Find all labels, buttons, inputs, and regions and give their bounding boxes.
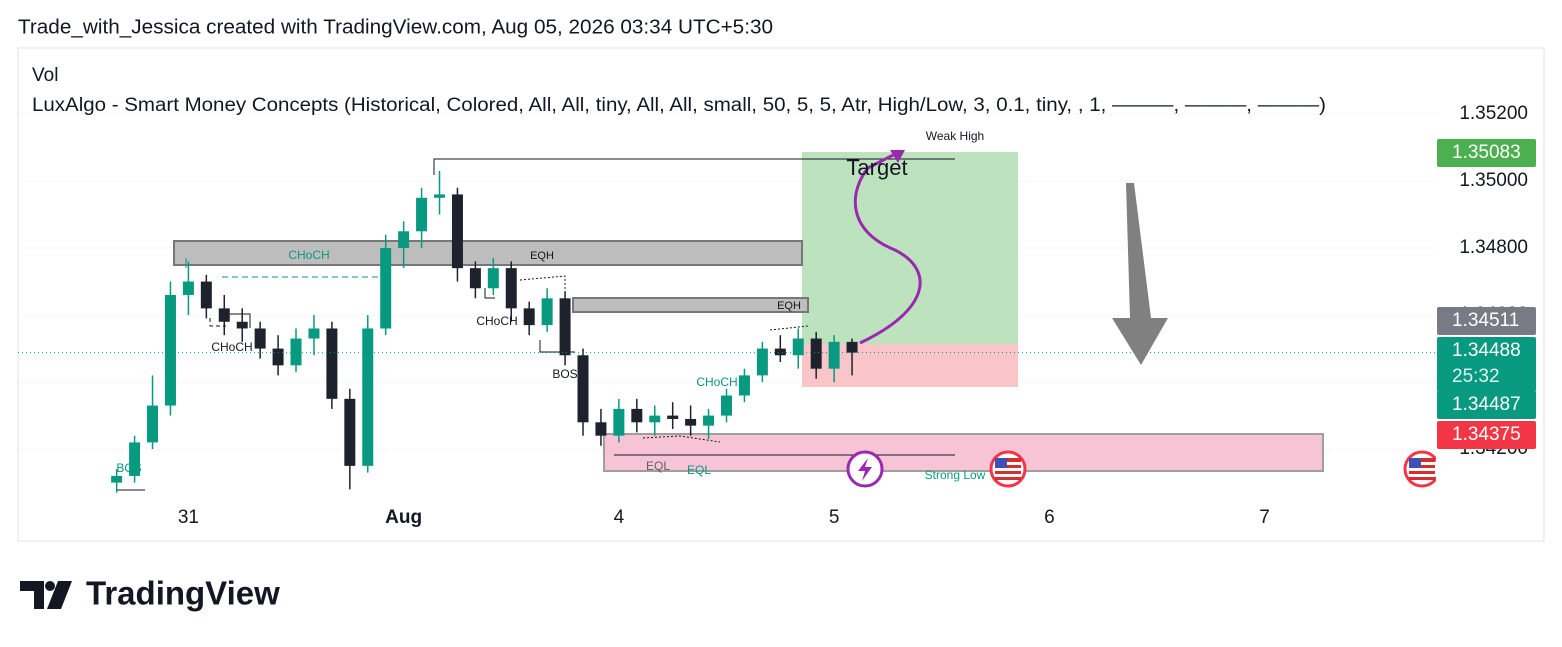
- down-arrow: [1112, 183, 1168, 365]
- candle-body: [398, 231, 410, 249]
- candle-body: [577, 355, 589, 423]
- candle-body: [451, 194, 463, 269]
- candle-body: [738, 375, 750, 396]
- us-flag-icon: [989, 450, 1027, 488]
- candle-body: [703, 415, 715, 426]
- footer-text: TradingView: [86, 575, 280, 612]
- countdown: 25:32: [1452, 366, 1500, 387]
- x-tick-label: 4: [614, 507, 625, 528]
- candle-body: [631, 408, 643, 423]
- candle-body: [541, 298, 553, 326]
- price-tag-label: 1.34488: [1452, 340, 1521, 361]
- candle-body: [613, 408, 625, 436]
- candle-body: [182, 281, 194, 295]
- candle-body: [164, 294, 176, 406]
- annotation: Strong Low: [925, 468, 986, 482]
- annotation: CHoCH: [696, 375, 737, 389]
- x-tick-label: 6: [1044, 507, 1055, 528]
- annotation: CHoCH: [211, 340, 252, 354]
- annotation: CHoCH: [476, 314, 517, 328]
- candle-body: [792, 338, 804, 356]
- x-tick-label: 5: [829, 507, 840, 528]
- candle-body: [756, 348, 768, 376]
- y-tick-label: 1.35000: [1459, 170, 1528, 191]
- price-tag: [1437, 307, 1536, 335]
- y-tick-label: 1.35200: [1459, 103, 1528, 124]
- us-flag-icon: [1403, 450, 1441, 488]
- price-tag: [1437, 391, 1536, 419]
- candle-body: [649, 415, 661, 423]
- candle-body: [721, 395, 732, 416]
- x-axis: 31 Aug 4 5 6 7: [178, 507, 1270, 528]
- annotations: Weak High Target CHoCH EQH CHoCH EQH CHoCH BOS C…: [116, 129, 985, 482]
- candle-body: [308, 328, 320, 339]
- legend-item: LuxAlgo - Smart Money Concepts (Historic…: [32, 95, 1326, 116]
- annotation: BOS: [552, 367, 577, 381]
- price-labels: 1.35083 1.34511 1.34488 25:32 1.34487 1.34375: [1437, 139, 1536, 449]
- annotation: EQL: [687, 463, 711, 477]
- supply-zone: [572, 297, 809, 313]
- candle-body: [218, 308, 230, 322]
- price-tag-label: 1.34511: [1452, 310, 1519, 331]
- candle-body: [487, 268, 499, 289]
- candle-body: [774, 348, 786, 356]
- candle-body: [523, 308, 535, 326]
- annotation: BOS: [116, 461, 141, 475]
- structure-lines: [117, 158, 955, 491]
- x-tick-label: 31: [178, 507, 199, 528]
- projection-curve: [853, 151, 922, 345]
- candle-body: [434, 194, 446, 198]
- annotation: Weak High: [926, 129, 984, 143]
- candle-body: [685, 418, 697, 426]
- annotation: EQL: [646, 459, 670, 473]
- supply-zone: [173, 240, 803, 266]
- y-tick-label: 1.34800: [1459, 237, 1528, 258]
- candle-body: [236, 321, 248, 329]
- candle-body: [559, 298, 571, 356]
- candle-body: [505, 268, 517, 309]
- candle-body: [147, 405, 159, 443]
- legend-item: Vol: [32, 65, 58, 86]
- candle-body: [380, 248, 392, 329]
- footer-logo: TradingView: [20, 575, 280, 612]
- candle-body: [810, 338, 822, 369]
- price-tag: [1437, 421, 1536, 449]
- x-tick-label: 7: [1259, 507, 1270, 528]
- candle-body: [846, 341, 858, 353]
- price-tag-label: 1.35083: [1452, 142, 1521, 163]
- demand-zone: [603, 433, 1324, 472]
- candle-body: [828, 341, 840, 369]
- header-title: Trade_with_Jessica created with TradingV…: [18, 16, 773, 38]
- annotation: CHoCH: [288, 248, 329, 262]
- candle-body: [111, 475, 123, 483]
- price-tag-label: 1.34487: [1452, 394, 1521, 415]
- candle-body: [272, 348, 284, 366]
- projection-arrowhead: [890, 150, 905, 163]
- price-tag: [1437, 337, 1536, 392]
- candle-body: [667, 415, 679, 419]
- price-tag: [1437, 139, 1536, 167]
- candle-body: [469, 268, 481, 289]
- x-tick-label: Aug: [385, 507, 422, 528]
- candle-body: [362, 328, 374, 466]
- candle-body: [129, 442, 141, 476]
- candle-body: [416, 197, 428, 232]
- annotation: EQH: [530, 250, 554, 262]
- candle-body: [344, 398, 356, 466]
- annotation: EQH: [777, 300, 801, 312]
- annotation: Target: [846, 155, 907, 180]
- candles: [18, 170, 1435, 493]
- candle-body: [200, 281, 212, 309]
- candle-body: [254, 328, 266, 349]
- candle-body: [326, 328, 338, 399]
- candle-body: [595, 422, 607, 436]
- price-tag-label: 1.34375: [1452, 424, 1521, 445]
- candle-body: [290, 338, 302, 366]
- event-icon: [846, 450, 884, 488]
- target-zone: [802, 152, 1018, 344]
